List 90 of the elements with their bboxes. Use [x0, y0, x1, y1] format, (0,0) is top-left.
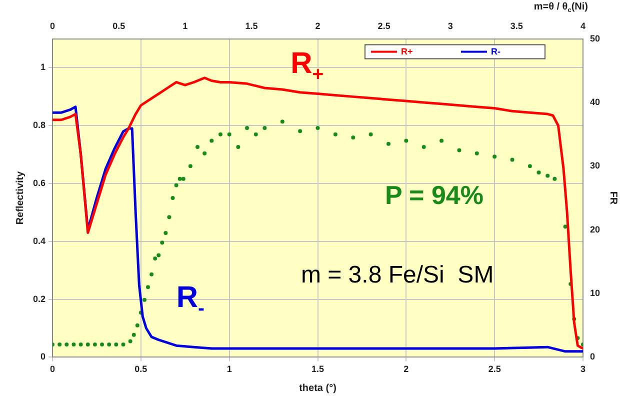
point: [474, 151, 479, 156]
point: [142, 298, 146, 302]
point: [218, 132, 222, 136]
point: [202, 151, 207, 156]
point: [404, 138, 408, 143]
point: [174, 183, 178, 188]
y-tick-label: 0.6: [32, 178, 46, 188]
point: [146, 285, 150, 290]
point: [528, 164, 532, 168]
point: [546, 174, 550, 178]
point: [58, 342, 62, 346]
x2-tick-label: 4: [580, 20, 586, 31]
point: [351, 136, 356, 140]
point: [128, 339, 132, 344]
y2-tick-label: 0: [590, 352, 596, 362]
point: [457, 148, 462, 152]
point: [178, 176, 182, 181]
x-tick-label: 3: [580, 364, 586, 374]
point: [386, 142, 390, 146]
point: [245, 126, 250, 130]
point: [262, 126, 267, 130]
y2-tick-label: 40: [590, 96, 600, 107]
point: [181, 176, 186, 181]
point: [114, 342, 118, 346]
y-tick-label: 0.8: [32, 120, 46, 130]
x2-tick-label: 1: [182, 20, 188, 31]
point: [280, 120, 284, 124]
annotation: R+: [290, 47, 324, 86]
y-tick-label: 0.2: [32, 294, 46, 304]
y2-tick-label: 50: [590, 33, 600, 44]
x-axis-title: theta (°): [299, 382, 336, 394]
x-tick-label: 1.5: [311, 364, 324, 374]
point: [150, 272, 154, 276]
y-tick-label: 1: [40, 62, 46, 72]
y2-tick-label: 10: [590, 288, 600, 298]
legend-label: R+: [400, 46, 413, 56]
x-tick-label: 2: [404, 364, 409, 374]
x2-tick-label: 1.5: [245, 20, 258, 31]
y-axis-title: Reflectivity: [14, 170, 26, 225]
point: [510, 158, 514, 162]
annotation: R-: [176, 281, 205, 320]
point: [72, 342, 76, 346]
point: [121, 342, 126, 346]
point: [227, 132, 232, 136]
point: [156, 253, 161, 258]
point: [100, 342, 104, 346]
x-tick-label: 2.5: [488, 364, 501, 374]
point: [210, 138, 214, 143]
point: [160, 240, 164, 245]
point: [86, 342, 90, 346]
point: [135, 323, 140, 328]
point: [170, 196, 175, 200]
legend-label: R-: [490, 46, 500, 56]
point: [333, 132, 338, 136]
point: [254, 132, 258, 136]
point: [132, 332, 136, 337]
y2-axis-title: FR: [607, 191, 618, 206]
point: [316, 126, 320, 130]
y-tick-label: 0: [40, 352, 46, 362]
point: [536, 170, 541, 175]
point: [552, 176, 557, 181]
point: [164, 231, 168, 236]
x-tick-label: 0: [50, 364, 56, 374]
point: [188, 164, 192, 168]
x-tick-label: 0.5: [134, 364, 148, 374]
x2-tick-label: 2: [315, 20, 320, 31]
x-tick-label: 1: [226, 364, 232, 374]
point: [492, 154, 497, 159]
y-tick-label: 0.4: [32, 236, 46, 246]
x2-tick-label: 3: [448, 20, 453, 31]
point: [92, 342, 97, 346]
point: [422, 145, 426, 150]
point: [78, 342, 83, 346]
point: [196, 145, 200, 150]
annotation: m = 3.8 Fe/Si SM: [300, 261, 494, 288]
x2-tick-label: 3.5: [510, 20, 523, 31]
point: [64, 342, 69, 346]
y2-tick-label: 30: [590, 160, 600, 171]
point: [107, 342, 112, 346]
point: [167, 215, 172, 220]
point: [368, 132, 373, 136]
x2-tick-label: 0: [50, 20, 56, 31]
x2-tick-label: 2.5: [378, 20, 390, 31]
y2-tick-label: 20: [590, 224, 600, 234]
point: [236, 145, 240, 150]
point: [440, 138, 444, 143]
point: [298, 129, 302, 134]
annotation: P = 94%: [384, 180, 484, 210]
x2-tick-label: 0.5: [112, 20, 126, 31]
point: [153, 256, 158, 260]
